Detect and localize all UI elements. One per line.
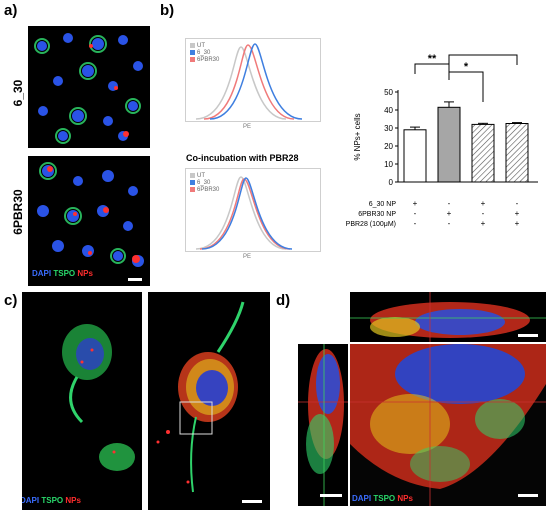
y-tick-label-3: 30 bbox=[384, 124, 393, 133]
significance-label-2: * bbox=[481, 50, 486, 56]
bar-0 bbox=[403, 129, 427, 183]
condition-mark-0-1: - bbox=[448, 199, 451, 208]
orthoview-top-image bbox=[350, 292, 546, 342]
channel-legend-d: DAPI TSPO NPs bbox=[352, 494, 413, 503]
condition-label-0: 6_30 NP bbox=[369, 201, 397, 208]
cells-image-a-bottom bbox=[37, 162, 144, 267]
condition-mark-0-0: + bbox=[413, 199, 418, 208]
condition-mark-2-1: - bbox=[448, 219, 451, 228]
legend-dapi-c: DAPI bbox=[22, 496, 40, 505]
scale-bar-d-top bbox=[518, 334, 538, 337]
significance-label-0: ** bbox=[428, 53, 437, 65]
y-tick-label-5: 50 bbox=[384, 88, 393, 97]
scale-bar-c bbox=[242, 500, 262, 503]
cell-image-c-left bbox=[62, 324, 135, 471]
y-tick-label-4: 40 bbox=[384, 106, 393, 115]
histogram-top: UT 6_30 6PBR30 bbox=[185, 38, 321, 122]
condition-mark-0-2: + bbox=[481, 199, 486, 208]
condition-label-1: 6PBR30 NP bbox=[358, 211, 396, 218]
condition-mark-0-3: - bbox=[516, 199, 519, 208]
histogram-bottom-title: Co-incubation with PBR28 bbox=[186, 153, 299, 163]
panel-label-d: d) bbox=[276, 292, 291, 309]
bar-2 bbox=[471, 123, 495, 183]
legend-nps-c: NPs bbox=[65, 496, 81, 505]
legend-tspo-d: TSPO bbox=[373, 494, 396, 503]
condition-mark-2-0: - bbox=[414, 219, 417, 228]
orthoview-side-image bbox=[298, 344, 348, 506]
panel-label-b: b) bbox=[160, 2, 175, 19]
y-tick-label-0: 0 bbox=[389, 178, 394, 187]
micrograph-a-bottom: DAPI TSPO NPs bbox=[28, 156, 150, 286]
cells-image-a-top bbox=[34, 33, 143, 144]
significance-bracket-2 bbox=[448, 54, 518, 65]
condition-mark-1-2: - bbox=[482, 209, 485, 218]
condition-label-2: PBR28 (100μM) bbox=[346, 221, 396, 228]
row-label-top: 6_30 bbox=[11, 79, 25, 107]
legend-nps: NPs bbox=[77, 269, 93, 278]
legend-6pbr30-2: 6PBR30 bbox=[197, 187, 220, 194]
orthoview-side bbox=[298, 344, 348, 506]
legend-ut: UT bbox=[197, 43, 205, 50]
legend-6-30-2: 6_30 bbox=[197, 180, 211, 187]
channel-legend-a: DAPI TSPO NPs bbox=[32, 269, 93, 278]
row-label-bottom: 6PBR30 bbox=[11, 189, 25, 235]
histogram-bottom: UT 6_30 6PBR30 bbox=[185, 168, 321, 252]
condition-mark-1-3: + bbox=[515, 209, 520, 218]
scale-bar-a bbox=[128, 278, 142, 281]
histogram-top-xlabel: PE bbox=[243, 124, 252, 130]
y-tick-label-2: 20 bbox=[384, 142, 393, 151]
y-tick-label-1: 10 bbox=[384, 160, 393, 169]
legend-6pbr30: 6PBR30 bbox=[197, 57, 220, 64]
micrograph-c-right bbox=[148, 292, 270, 510]
bar-1 bbox=[437, 106, 461, 183]
scale-bar-d-side bbox=[320, 494, 342, 497]
significance-bracket-0 bbox=[414, 63, 450, 74]
zoom-region-box bbox=[179, 401, 213, 435]
legend-dapi-d: DAPI bbox=[352, 494, 372, 503]
panel-label-c: c) bbox=[4, 292, 18, 309]
condition-mark-2-3: + bbox=[515, 219, 520, 228]
histogram-bottom-xlabel: PE bbox=[243, 254, 252, 260]
histogram-top-legend: UT 6_30 6PBR30 bbox=[190, 43, 219, 64]
bar-3 bbox=[505, 123, 529, 183]
cell-image-c-right bbox=[156, 301, 245, 493]
orthoview-main-image bbox=[350, 344, 546, 506]
micrograph-a-top bbox=[28, 26, 150, 148]
micrograph-c-left: DAPI TSPO NPs bbox=[22, 292, 142, 510]
significance-bracket-1 bbox=[448, 71, 484, 102]
legend-dapi: DAPI bbox=[32, 269, 52, 278]
y-axis-label: % NPs+ cells bbox=[353, 113, 362, 160]
legend-tspo: TSPO bbox=[53, 269, 76, 278]
condition-mark-1-0: - bbox=[414, 209, 417, 218]
legend-ut-2: UT bbox=[197, 173, 205, 180]
legend-6-30: 6_30 bbox=[197, 50, 211, 57]
histogram-top-curves bbox=[195, 43, 303, 120]
condition-mark-1-1: + bbox=[447, 209, 452, 218]
orthoview-main: DAPI TSPO NPs bbox=[350, 344, 546, 506]
histogram-bottom-curves bbox=[195, 176, 293, 250]
legend-tspo-c: TSPO bbox=[41, 496, 64, 505]
scale-bar-d-main bbox=[518, 494, 538, 497]
panel-label-a: a) bbox=[4, 2, 18, 19]
condition-mark-2-2: + bbox=[481, 219, 486, 228]
histogram-bottom-legend: UT 6_30 6PBR30 bbox=[190, 173, 219, 194]
legend-nps-d: NPs bbox=[397, 494, 413, 503]
channel-legend-c: DAPI TSPO NPs bbox=[22, 496, 81, 505]
orthoview-top bbox=[350, 292, 546, 342]
significance-label-1: * bbox=[464, 61, 469, 73]
